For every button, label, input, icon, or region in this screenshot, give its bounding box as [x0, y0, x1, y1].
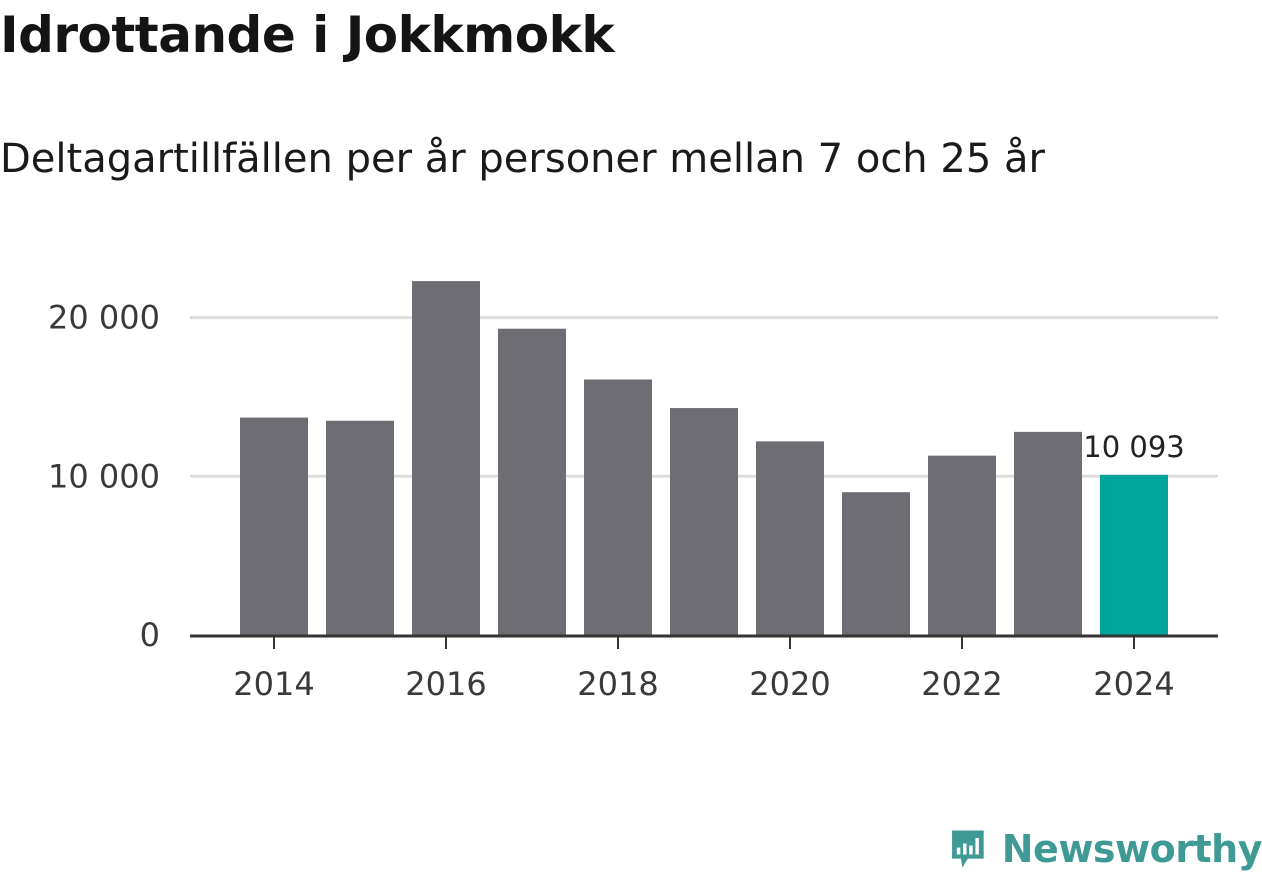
x-tick-label-2014: 2014	[233, 665, 314, 703]
bar-2019	[670, 408, 738, 635]
x-tick-label-2024: 2024	[1093, 665, 1174, 703]
x-tick-label-2018: 2018	[577, 665, 658, 703]
y-tick-label-10000: 10 000	[48, 457, 160, 495]
bar-2015	[326, 420, 394, 635]
x-tick-label-2016: 2016	[405, 665, 486, 703]
newsworthy-logo: Newsworthy	[950, 818, 1262, 880]
newsworthy-chart-bubble-icon	[952, 830, 984, 868]
bar-2017	[498, 328, 566, 635]
x-tick-label-2022: 2022	[921, 665, 1002, 703]
bar-2022	[928, 455, 996, 635]
y-tick-label-20000: 20 000	[48, 299, 160, 337]
bar-2024	[1100, 474, 1168, 635]
logo-text: Newsworthy	[1001, 827, 1262, 871]
bar-2023	[1014, 431, 1082, 635]
bars	[240, 281, 1168, 635]
bar-2014	[240, 417, 308, 635]
bar-2020	[756, 441, 824, 635]
bar-2018	[584, 379, 652, 635]
axes	[190, 634, 1218, 649]
y-tick-label-0: 0	[140, 616, 160, 654]
chart-subtitle: Deltagartillfällen per år personer mella…	[0, 136, 1045, 182]
x-tick-label-2020: 2020	[749, 665, 830, 703]
bar-2021	[842, 492, 910, 635]
data-label-2024: 10 093	[1083, 430, 1184, 464]
chart-title: Idrottande i Jokkmokk	[0, 6, 615, 64]
labels: 0 10 000 20 000 2014 2016 2018 2020 2022 2024 10 …	[48, 299, 1185, 703]
bar-2016	[412, 281, 480, 635]
